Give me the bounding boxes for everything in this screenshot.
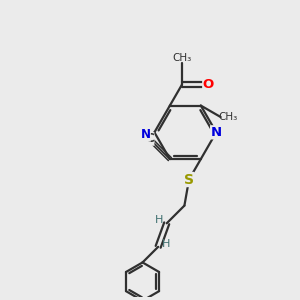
Text: S: S <box>184 172 194 187</box>
Text: CH₃: CH₃ <box>218 112 238 122</box>
Text: H: H <box>162 239 170 249</box>
Text: N: N <box>140 128 151 141</box>
Text: O: O <box>202 78 214 91</box>
Text: CH₃: CH₃ <box>172 53 192 63</box>
Text: N: N <box>211 126 222 139</box>
Text: C: C <box>145 132 154 146</box>
Text: H: H <box>155 215 163 226</box>
